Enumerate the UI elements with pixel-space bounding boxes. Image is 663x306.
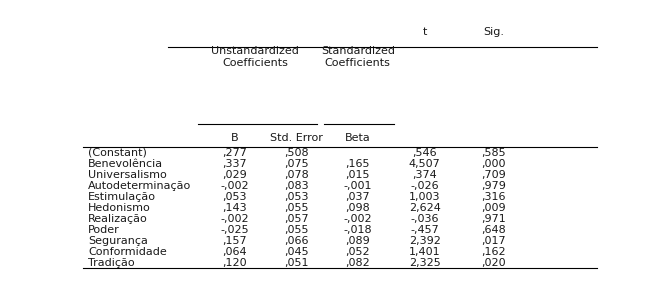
Text: ,143: ,143	[222, 203, 247, 213]
Text: 1,003: 1,003	[409, 192, 440, 202]
Text: -,002: -,002	[220, 214, 249, 224]
Text: ,055: ,055	[284, 203, 308, 213]
Text: ,000: ,000	[482, 159, 506, 169]
Text: ,585: ,585	[481, 148, 507, 158]
Text: 2,392: 2,392	[408, 236, 440, 246]
Text: Conformidade: Conformidade	[88, 247, 167, 257]
Text: ,082: ,082	[345, 258, 370, 268]
Text: ,051: ,051	[284, 258, 308, 268]
Text: ,374: ,374	[412, 170, 437, 180]
Text: Realização: Realização	[88, 214, 148, 224]
Text: -,002: -,002	[220, 181, 249, 191]
Text: ,045: ,045	[284, 247, 308, 257]
Text: -,036: -,036	[410, 214, 439, 224]
Text: ,057: ,057	[284, 214, 308, 224]
Text: ,971: ,971	[481, 214, 507, 224]
Text: Beta: Beta	[345, 133, 371, 143]
Text: B: B	[231, 133, 238, 143]
Text: ,029: ,029	[222, 170, 247, 180]
Text: ,078: ,078	[284, 170, 308, 180]
Text: ,009: ,009	[481, 203, 507, 213]
Text: Standardized
Coefficients: Standardized Coefficients	[321, 46, 394, 68]
Text: 2,325: 2,325	[408, 258, 440, 268]
Text: ,052: ,052	[345, 247, 370, 257]
Text: Sig.: Sig.	[483, 27, 505, 37]
Text: ,089: ,089	[345, 236, 370, 246]
Text: ,337: ,337	[222, 159, 247, 169]
Text: Hedonismo: Hedonismo	[88, 203, 151, 213]
Text: ,055: ,055	[284, 225, 308, 235]
Text: Poder: Poder	[88, 225, 120, 235]
Text: Std. Error: Std. Error	[270, 133, 323, 143]
Text: ,066: ,066	[284, 236, 308, 246]
Text: -,457: -,457	[410, 225, 439, 235]
Text: ,037: ,037	[345, 192, 370, 202]
Text: Benevolência: Benevolência	[88, 159, 163, 169]
Text: ,053: ,053	[222, 192, 247, 202]
Text: ,979: ,979	[481, 181, 507, 191]
Text: Unstandardized
Coefficients: Unstandardized Coefficients	[211, 46, 299, 68]
Text: ,508: ,508	[284, 148, 308, 158]
Text: Universalismo: Universalismo	[88, 170, 167, 180]
Text: -,001: -,001	[343, 181, 372, 191]
Text: (Constant): (Constant)	[88, 148, 147, 158]
Text: ,064: ,064	[222, 247, 247, 257]
Text: -,018: -,018	[343, 225, 372, 235]
Text: t: t	[422, 27, 427, 37]
Text: ,277: ,277	[222, 148, 247, 158]
Text: ,546: ,546	[412, 148, 437, 158]
Text: 1,401: 1,401	[409, 247, 440, 257]
Text: ,648: ,648	[481, 225, 507, 235]
Text: ,020: ,020	[481, 258, 507, 268]
Text: -,002: -,002	[343, 214, 372, 224]
Text: ,053: ,053	[284, 192, 308, 202]
Text: ,165: ,165	[345, 159, 370, 169]
Text: ,120: ,120	[222, 258, 247, 268]
Text: Estimulação: Estimulação	[88, 192, 156, 202]
Text: ,098: ,098	[345, 203, 370, 213]
Text: ,015: ,015	[345, 170, 370, 180]
Text: -,026: -,026	[410, 181, 439, 191]
Text: 2,624: 2,624	[408, 203, 440, 213]
Text: -,025: -,025	[220, 225, 249, 235]
Text: 4,507: 4,507	[408, 159, 440, 169]
Text: ,157: ,157	[222, 236, 247, 246]
Text: ,162: ,162	[481, 247, 507, 257]
Text: ,083: ,083	[284, 181, 308, 191]
Text: Segurança: Segurança	[88, 236, 148, 246]
Text: ,316: ,316	[482, 192, 506, 202]
Text: Autodeterminação: Autodeterminação	[88, 181, 191, 191]
Text: ,075: ,075	[284, 159, 308, 169]
Text: Tradição: Tradição	[88, 258, 135, 268]
Text: ,709: ,709	[481, 170, 507, 180]
Text: ,017: ,017	[481, 236, 507, 246]
